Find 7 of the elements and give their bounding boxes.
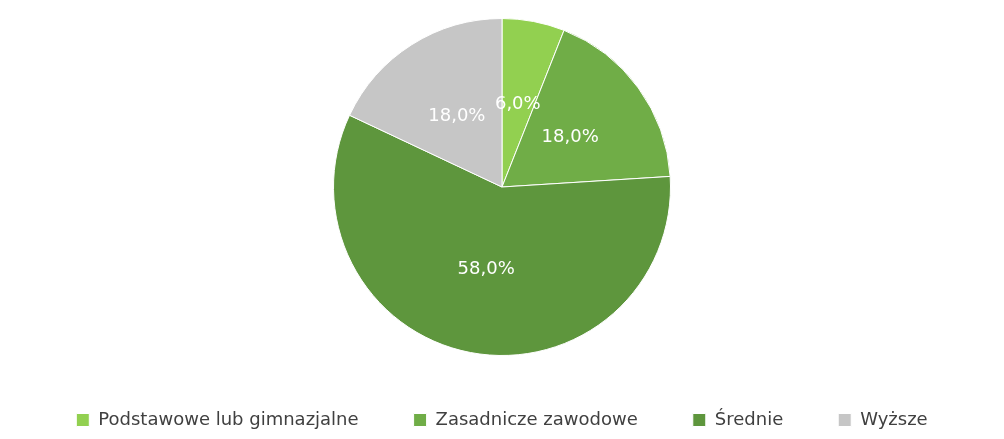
legend-label: Wyższe bbox=[860, 407, 928, 429]
legend-label: Podstawowe lub gimnazjalne bbox=[98, 407, 359, 429]
data-label: 58,0% bbox=[457, 257, 515, 279]
legend-label: Zasadnicze zawodowe bbox=[435, 407, 638, 429]
data-label: 18,0% bbox=[428, 103, 486, 125]
data-label: 18,0% bbox=[541, 125, 599, 147]
legend-label: Średnie bbox=[714, 407, 784, 429]
